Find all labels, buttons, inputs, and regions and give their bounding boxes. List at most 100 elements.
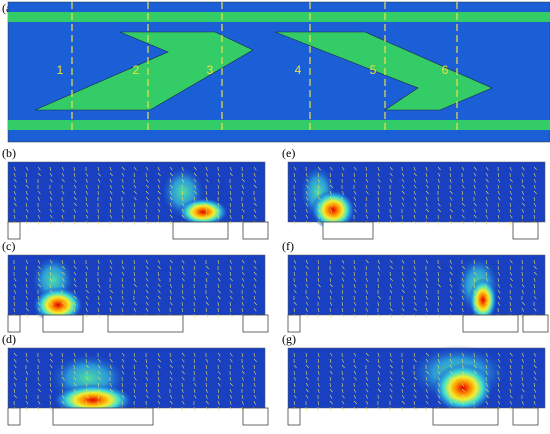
- field: [288, 255, 545, 315]
- flow-arrow: [181, 178, 185, 183]
- flow-arrow: [13, 166, 16, 171]
- flow-arrow: [521, 196, 525, 201]
- flow-arrow: [449, 208, 453, 213]
- flow-arrow: [229, 172, 233, 177]
- flow-arrow: [217, 214, 220, 219]
- flow-arrow: [437, 364, 440, 369]
- flow-arrow: [241, 382, 243, 387]
- flow-arrow: [145, 202, 148, 207]
- flow-arrow: [241, 202, 244, 207]
- section-label: 5: [370, 63, 377, 77]
- flow-arrow: [13, 388, 16, 393]
- flow-arrow: [25, 358, 29, 363]
- flow-arrow: [217, 394, 220, 399]
- flow-arrow: [253, 301, 257, 306]
- flow-arrow: [341, 265, 345, 270]
- flow-arrow: [145, 184, 149, 189]
- flow-arrow: [521, 172, 524, 177]
- flow-arrow: [157, 307, 161, 312]
- flow-arrow: [37, 265, 41, 270]
- obstacle-outline: [462, 314, 519, 333]
- flow-arrow: [205, 388, 208, 393]
- flow-arrow: [169, 214, 173, 219]
- flow-arrow: [253, 259, 257, 264]
- flow-arrow: [85, 301, 89, 306]
- flow-arrow: [109, 190, 113, 195]
- flow-arrow: [97, 358, 101, 363]
- obstacle-outline: [512, 221, 539, 240]
- flow-arrow: [533, 259, 536, 264]
- flow-arrow: [305, 178, 309, 183]
- flow-arrow: [341, 289, 344, 294]
- flow-arrow: [97, 301, 101, 306]
- flow-arrow: [241, 283, 244, 288]
- flow-arrow: [121, 220, 124, 225]
- flow-arrow: [157, 190, 161, 195]
- flow-arrow: [25, 166, 29, 171]
- flow-arrow: [133, 364, 135, 369]
- flow-arrow: [25, 376, 28, 381]
- flow-arrow: [317, 283, 321, 288]
- flow-arrow: [193, 202, 196, 207]
- flow-arrow: [205, 376, 208, 381]
- flow-arrow: [461, 208, 465, 213]
- flow-arrow: [253, 376, 255, 382]
- flow-arrow: [425, 214, 428, 219]
- flow-arrow: [437, 265, 441, 270]
- flow-arrow: [61, 202, 64, 207]
- flow-arrow: [329, 277, 331, 282]
- flow-arrow: [509, 352, 513, 357]
- obstacle-outline: [7, 314, 21, 333]
- flow-arrow: [317, 259, 319, 265]
- flow-arrow: [497, 358, 501, 363]
- flow-arrow: [437, 400, 441, 405]
- flow-arrow: [377, 364, 381, 369]
- flow-arrow: [389, 166, 393, 171]
- flow-arrow: [205, 406, 209, 411]
- flow-arrow: [509, 208, 512, 213]
- flow-arrow: [521, 301, 525, 306]
- flow-arrow: [61, 388, 63, 393]
- flow-arrow: [193, 388, 196, 393]
- flow-arrow: [425, 271, 428, 276]
- flow-arrow: [145, 271, 149, 276]
- flow-arrow: [473, 295, 477, 300]
- flow-arrow: [413, 406, 417, 411]
- flow-arrow: [37, 166, 41, 171]
- flow-arrow: [305, 202, 309, 207]
- flow-arrow: [109, 265, 113, 270]
- flow-arrow: [13, 172, 16, 177]
- panel-label: (f): [282, 239, 294, 253]
- flow-arrow: [497, 364, 501, 369]
- flow-arrow: [49, 307, 51, 312]
- flow-arrow: [413, 196, 417, 201]
- flow-arrow: [449, 178, 452, 183]
- flow-arrow: [533, 394, 536, 399]
- flow-arrow: [121, 184, 124, 189]
- flow-arrow: [401, 220, 404, 225]
- flow-arrow: [37, 307, 41, 312]
- flow-arrow: [341, 259, 345, 264]
- panel-label: (g): [282, 332, 296, 346]
- flow-arrow: [253, 166, 257, 171]
- flow-arrow: [169, 376, 173, 381]
- flow-arrow: [497, 214, 500, 219]
- flow-arrow: [157, 301, 160, 306]
- flow-arrow: [293, 172, 296, 177]
- obstacle-outline: [107, 314, 184, 333]
- flow-arrow: [85, 220, 89, 225]
- flow-arrow: [229, 277, 233, 282]
- flow-arrow: [253, 382, 256, 387]
- flow-arrow: [533, 358, 536, 363]
- flow-arrow: [241, 178, 245, 183]
- flow-arrow: [521, 382, 525, 387]
- flow-arrow: [121, 265, 125, 270]
- flow-arrow: [461, 178, 464, 183]
- flow-arrow: [145, 265, 149, 270]
- flow-arrow: [449, 196, 453, 201]
- flow-arrow: [533, 196, 535, 202]
- flow-arrow: [449, 190, 453, 195]
- flow-arrow: [145, 307, 149, 312]
- flow-arrow: [193, 352, 196, 357]
- flow-arrow: [25, 172, 27, 178]
